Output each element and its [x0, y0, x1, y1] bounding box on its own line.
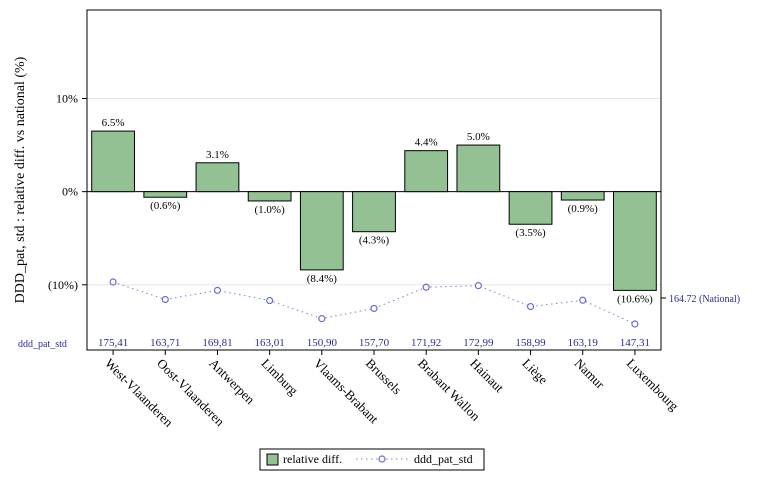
- ddd-point: [266, 296, 274, 305]
- bar-data-label: (4.3%): [359, 235, 390, 247]
- bar-data-label: (3.5%): [515, 227, 546, 239]
- ddd-value: 171,92: [411, 337, 441, 349]
- legend-line-label: ddd_pat_std: [414, 452, 473, 466]
- bar: [247, 191, 292, 202]
- ddd-point: [213, 286, 222, 294]
- ddd-value: 169,81: [202, 337, 232, 349]
- ddd-value: 147,31: [620, 337, 650, 349]
- ddd-point: [318, 315, 326, 323]
- legend-line-marker: [378, 455, 386, 463]
- legend-bar-swatch: [266, 453, 279, 466]
- x-tick-label: Hainaut: [467, 356, 507, 396]
- bar: [456, 144, 501, 193]
- ddd-values-row: 175,41 163,71 169,81 163,01 150,90 157,70 171,…: [98, 337, 650, 349]
- y-axis-title: DDD_pat, std : relative diff. vs nationa…: [13, 56, 28, 303]
- plot-frame: [86, 9, 662, 351]
- x-tick-label: Luxembourg: [624, 356, 682, 414]
- x-tick-label: Antwerpen: [206, 356, 258, 408]
- bar-data-label: 5.0%: [467, 131, 490, 143]
- bar: [508, 191, 553, 225]
- y-tick-label: 10%: [56, 91, 78, 105]
- national-reference-label: 164.72 (National): [669, 294, 740, 305]
- bar: [143, 191, 188, 198]
- bar: [613, 191, 657, 291]
- y-tick-label: (10%): [48, 278, 78, 292]
- y-tick-label: 0%: [62, 185, 78, 199]
- ddd-row-label: ddd_pat_std: [18, 339, 67, 350]
- y-axis: 10% 0% (10%): [48, 91, 666, 299]
- bar: [299, 191, 344, 271]
- ddd-point: [422, 283, 430, 291]
- ddd-series-line: [112, 281, 636, 325]
- ddd-value: 175,41: [98, 337, 128, 349]
- ddd-line-group: [109, 278, 639, 328]
- ddd-point: [161, 295, 169, 304]
- ddd-point: [370, 304, 378, 313]
- ddd-point: [109, 278, 117, 286]
- ddd-point: [579, 296, 587, 304]
- x-tick-label: Limburg: [259, 356, 302, 399]
- bar-data-label: (0.9%): [568, 203, 599, 215]
- bar-labels-group: 6.5% (0.6%) 3.1% (1.0%) (8.4%) (4.3%) 4.4% 5.0%…: [102, 117, 653, 305]
- x-tick-label: Brussels: [363, 356, 405, 398]
- bar: [404, 150, 449, 193]
- bar-data-label: 3.1%: [206, 149, 229, 161]
- bar: [560, 191, 605, 201]
- bar-data-label: 6.5%: [102, 117, 125, 129]
- bar-data-label: (8.4%): [307, 273, 338, 285]
- ddd-point: [474, 282, 482, 290]
- bar: [195, 162, 240, 193]
- legend-bar-label: relative diff.: [283, 452, 342, 466]
- x-tick-label: Namur: [572, 356, 609, 393]
- ddd-point: [526, 302, 535, 311]
- bar-data-label: (0.6%): [150, 200, 181, 212]
- ddd-value: 150,90: [307, 337, 338, 349]
- bar-data-label: 4.4%: [415, 137, 438, 149]
- legend: relative diff. ddd_pat_std: [259, 448, 485, 471]
- ddd-value: 172,99: [463, 337, 494, 349]
- ddd-value: 157,70: [359, 337, 390, 349]
- bar: [352, 191, 396, 233]
- ddd-value: 163,19: [568, 337, 599, 349]
- ddd-value: 158,99: [515, 337, 546, 349]
- bar: [91, 130, 135, 193]
- ddd-value: 163,01: [255, 337, 285, 349]
- bar-data-label: (10.6%): [617, 293, 653, 305]
- ddd-point: [631, 320, 639, 328]
- ddd-value: 163,71: [150, 337, 180, 349]
- x-tick-label: Liège: [519, 356, 551, 388]
- bars-group: [91, 130, 657, 291]
- bar-data-label: (1.0%): [255, 204, 286, 216]
